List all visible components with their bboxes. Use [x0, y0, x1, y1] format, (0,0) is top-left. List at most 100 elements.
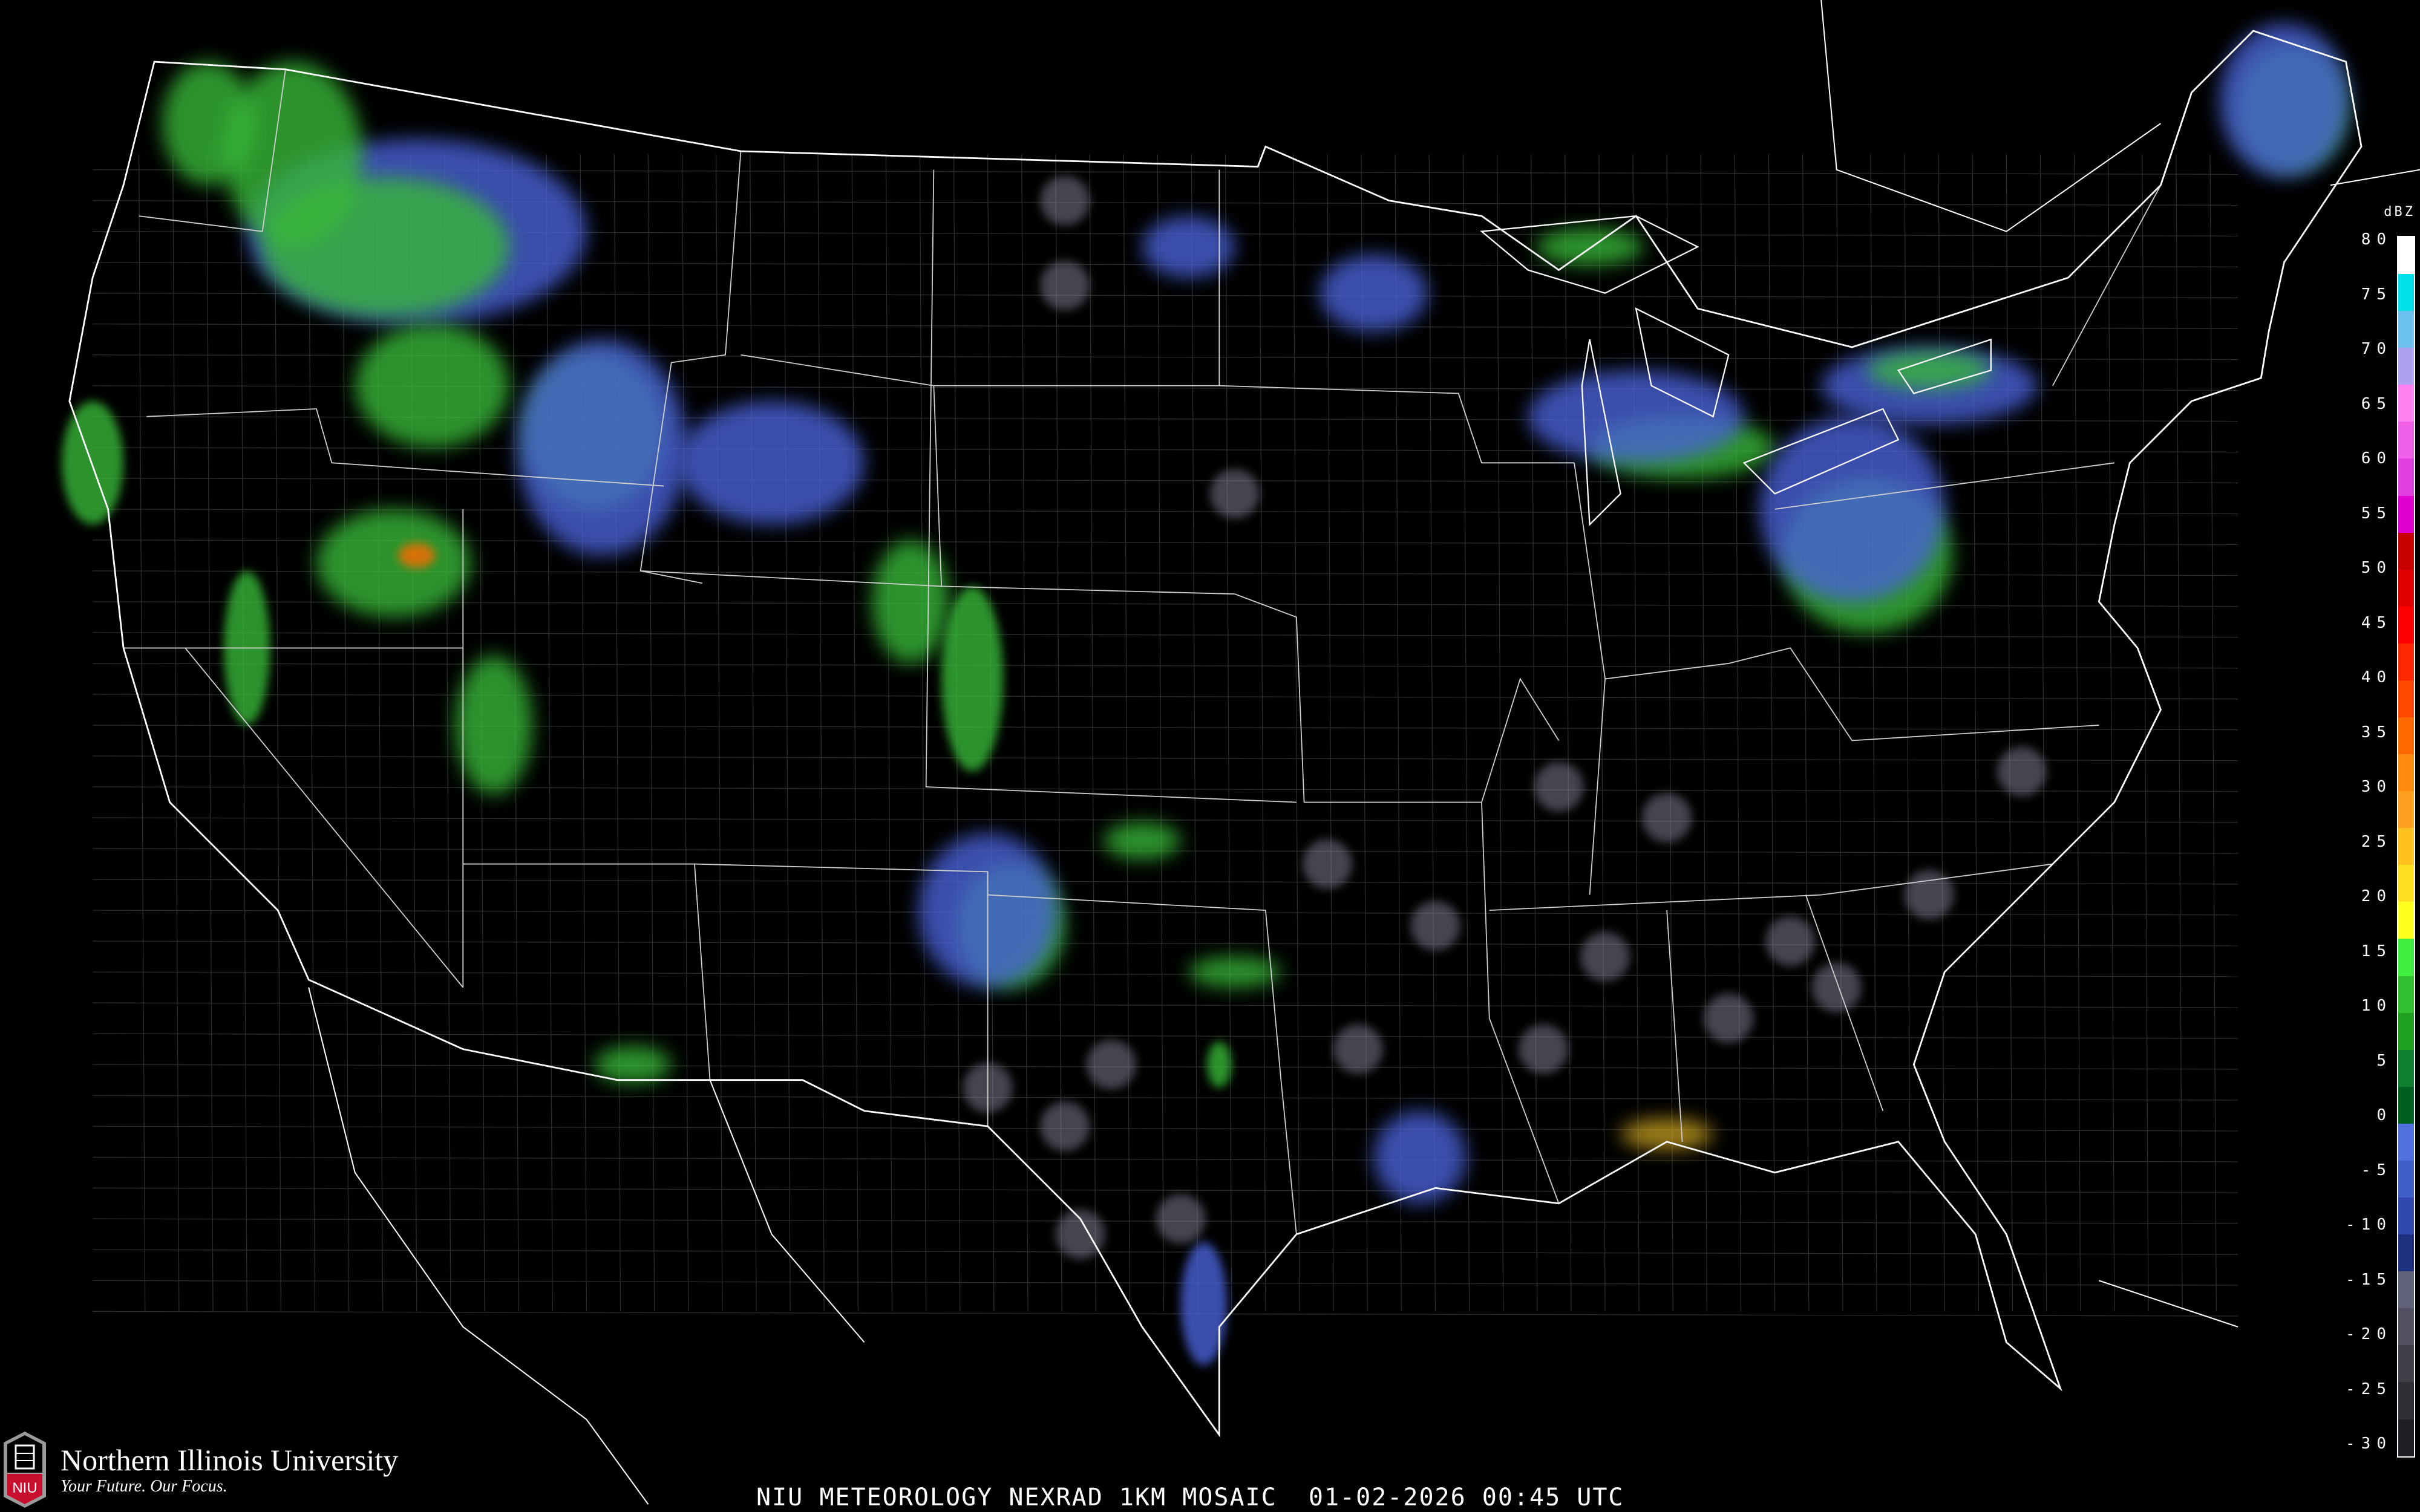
- university-tagline: Your Future. Our Focus.: [60, 1477, 227, 1496]
- clutter-echo: [1580, 931, 1630, 982]
- legend-label: -20: [2346, 1325, 2392, 1343]
- clutter-echo: [1704, 993, 1753, 1043]
- clutter-echo: [1904, 870, 1954, 920]
- radar-echo: [872, 539, 949, 663]
- legend-swatch: [2398, 902, 2414, 939]
- niu-logo: NIU Northern Illinois University Your Fu…: [1, 1430, 398, 1509]
- university-name: Northern Illinois University: [60, 1443, 399, 1477]
- radar-echo: [455, 656, 533, 795]
- legend-swatch: [2398, 1049, 2414, 1087]
- legend-swatch: [2398, 311, 2414, 348]
- mexico-canada-coast: [308, 0, 2420, 1505]
- legend-swatch: [2398, 717, 2414, 755]
- clutter-echo: [1040, 1101, 1090, 1152]
- legend-swatch: [2398, 385, 2414, 422]
- radar-echoes: [62, 23, 2349, 1366]
- legend-label: 35: [2361, 723, 2392, 741]
- radar-echo: [679, 401, 865, 525]
- legend-label: 20: [2361, 887, 2392, 905]
- radar-echo: [1206, 1041, 1232, 1088]
- legend-swatch: [2398, 680, 2414, 718]
- clutter-echo: [1156, 1194, 1206, 1244]
- radar-echo: [355, 324, 509, 448]
- clutter-echo: [1040, 175, 1090, 226]
- legend-label: 10: [2361, 997, 2392, 1015]
- legend-swatch: [2398, 939, 2414, 976]
- legend-label: -30: [2346, 1435, 2392, 1453]
- clutter-echo: [1303, 839, 1352, 889]
- niu-shield-icon: NIU: [1, 1430, 48, 1509]
- legend-label: 65: [2361, 394, 2392, 413]
- legend-unit: dBZ: [2384, 204, 2415, 220]
- legend-label: 55: [2361, 504, 2392, 523]
- legend-swatch: [2398, 532, 2414, 570]
- legend-label: 75: [2361, 285, 2392, 304]
- legend-swatch: [2398, 606, 2414, 644]
- legend-label: 45: [2361, 613, 2392, 632]
- radar-echo: [2219, 23, 2349, 178]
- radar-echo: [1188, 956, 1281, 988]
- legend-swatch: [2398, 1382, 2414, 1419]
- legend-swatch: [2398, 569, 2414, 607]
- radar-echo: [1103, 822, 1181, 859]
- clutter-echo: [1765, 916, 1815, 966]
- clutter-echo: [1811, 962, 1862, 1012]
- legend-swatch: [2398, 422, 2414, 459]
- radar-echo: [517, 339, 687, 556]
- legend-swatch: [2398, 495, 2414, 533]
- radar-echo: [1180, 1242, 1228, 1366]
- legend-label: 60: [2361, 449, 2392, 468]
- dbz-color-legend: dBZ 80 75 70 65 60 55 50 45 40 35 30 25 20 15 10 5 0 -5 -1…: [2346, 204, 2420, 1464]
- legend-label: 50: [2361, 559, 2392, 577]
- legend-swatch: [2398, 754, 2414, 792]
- legend-label: 5: [2376, 1051, 2392, 1070]
- legend-label: 40: [2361, 668, 2392, 686]
- legend-swatch: [2398, 1012, 2414, 1050]
- legend-swatch: [2398, 1308, 2414, 1346]
- legend-label: -15: [2346, 1270, 2392, 1289]
- radar-echo: [1620, 1118, 1713, 1150]
- clutter-echo: [1642, 793, 1692, 842]
- legend-label: 25: [2361, 832, 2392, 851]
- legend-label: -5: [2361, 1161, 2392, 1179]
- legend-swatch: [2398, 274, 2414, 311]
- radar-echo: [62, 401, 124, 525]
- radar-echo: [941, 586, 1004, 772]
- radar-echo: [1320, 254, 1428, 332]
- coastline: [68, 30, 2363, 1438]
- legend-swatch: [2398, 348, 2414, 385]
- legend-swatch: [2398, 458, 2414, 496]
- radar-echo: [1373, 1110, 1467, 1204]
- legend-swatch: [2398, 1419, 2414, 1456]
- legend-swatch: [2398, 976, 2414, 1013]
- clutter-echo: [1040, 261, 1090, 310]
- legend-label: -10: [2346, 1216, 2392, 1234]
- legend-label: 15: [2361, 942, 2392, 960]
- legend-label: 30: [2361, 778, 2392, 796]
- clutter-echo: [1086, 1040, 1136, 1090]
- radar-echo: [594, 1046, 672, 1083]
- legend-swatch: [2398, 1345, 2414, 1383]
- legend-label: -25: [2346, 1380, 2392, 1398]
- radar-echo: [1535, 228, 1644, 266]
- legend-swatch: [2398, 1086, 2414, 1124]
- legend-swatch: [2398, 1271, 2414, 1309]
- clutter-echo: [1410, 901, 1460, 951]
- clutter-echo: [1210, 469, 1260, 519]
- legend-label: 70: [2361, 340, 2392, 358]
- radar-echo: [316, 509, 471, 618]
- radar-echo: [223, 62, 363, 247]
- clutter-echo: [1997, 746, 2047, 797]
- legend-swatch: [2398, 237, 2414, 275]
- clutter-echo: [1055, 1210, 1105, 1259]
- legend-color-bar: [2397, 236, 2415, 1458]
- clutter-echo: [1534, 762, 1584, 812]
- legend-swatch: [2398, 1198, 2414, 1235]
- clutter-echo: [1519, 1024, 1568, 1074]
- legend-swatch: [2398, 1160, 2414, 1198]
- legend-swatch: [2398, 1234, 2414, 1272]
- radar-echo: [398, 543, 436, 568]
- legend-swatch: [2398, 865, 2414, 902]
- legend-swatch: [2398, 643, 2414, 680]
